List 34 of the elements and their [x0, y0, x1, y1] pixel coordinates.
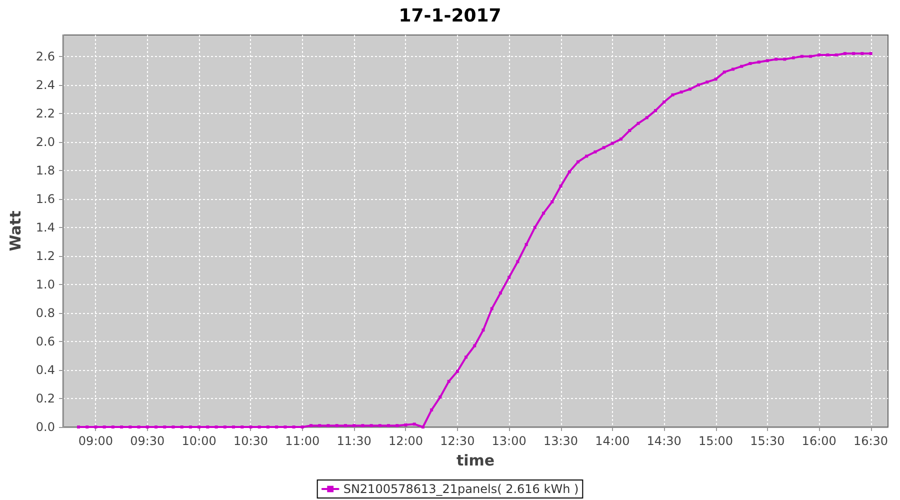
y-axis-title: Watt [6, 210, 24, 252]
y-tick-label: 0.0 [36, 420, 55, 434]
y-tick-label: 0.2 [36, 391, 55, 406]
legend-label: SN2100578613_21panels( 2.616 kWh ) [343, 482, 579, 496]
y-tick-label: 2.0 [36, 134, 55, 149]
x-axis-title: time [456, 452, 495, 470]
y-tick-label: 2.6 [36, 49, 55, 64]
y-tick-label: 1.6 [36, 192, 55, 206]
y-tick-label: 1.0 [36, 277, 55, 292]
y-tick-label: 2.4 [36, 78, 55, 92]
y-tick-label: 2.2 [36, 106, 55, 120]
x-tick-label: 09:30 [130, 434, 165, 448]
x-tick-label: 15:00 [698, 434, 734, 448]
x-tick-label: 10:30 [233, 434, 268, 448]
x-tick-label: 15:30 [750, 434, 785, 448]
y-tick-label: 0.6 [36, 334, 55, 348]
x-tick-label: 10:00 [182, 434, 216, 448]
x-tick-label: 16:00 [802, 434, 836, 448]
y-tick-label: 1.8 [36, 163, 55, 178]
x-tick-label: 12:30 [440, 434, 475, 448]
x-tick-label: 09:00 [78, 434, 114, 448]
x-tick-label: 14:00 [595, 434, 630, 448]
y-tick-label: 1.2 [36, 248, 55, 263]
y-tick-label: 0.4 [36, 362, 55, 377]
x-tick-label: 11:00 [285, 434, 320, 448]
x-tick-label: 13:00 [492, 434, 526, 448]
x-tick-label: 13:30 [543, 434, 578, 448]
x-tick-label: 11:30 [336, 434, 372, 448]
y-tick-label: 1.4 [36, 220, 55, 234]
chart-title: 17-1-2017 [398, 6, 502, 26]
x-tick-label: 12:00 [388, 434, 424, 448]
y-tick-label: 0.8 [36, 306, 55, 320]
x-tick-label: 16:30 [853, 434, 888, 448]
x-tick-label: 14:30 [646, 434, 682, 448]
